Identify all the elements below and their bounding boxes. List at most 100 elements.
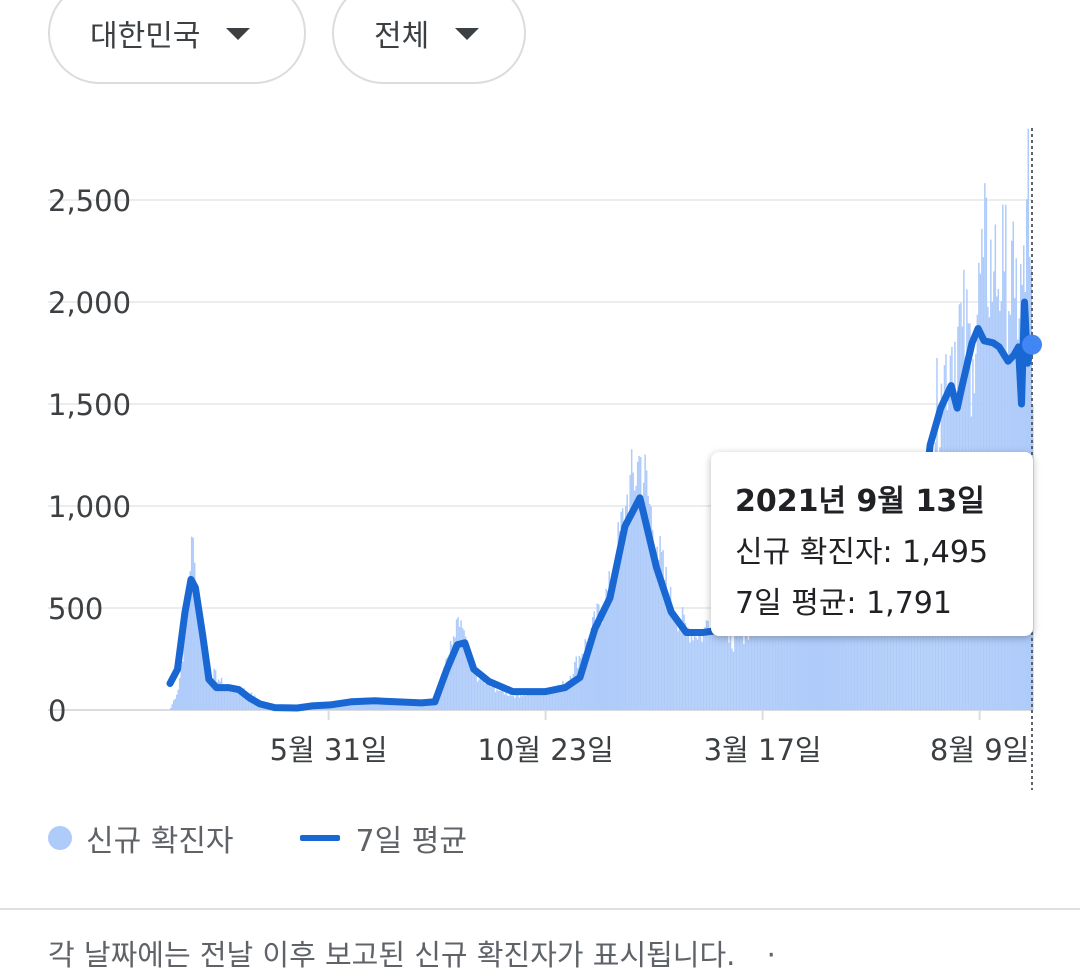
bar-new-cases <box>753 607 756 710</box>
bar-new-cases <box>560 684 563 710</box>
bar-new-cases <box>578 655 581 710</box>
bar-new-cases <box>398 703 401 710</box>
bar-new-cases <box>445 658 447 710</box>
bar-new-cases <box>526 692 528 710</box>
bar-new-cases <box>677 631 679 710</box>
bar-new-cases <box>809 567 811 710</box>
bar-new-cases <box>232 685 235 710</box>
bar-new-cases <box>608 571 610 710</box>
bar-new-cases <box>909 583 911 710</box>
more-dot-icon[interactable]: · <box>766 938 776 972</box>
bar-new-cases <box>589 642 591 710</box>
bar-new-cases <box>404 701 407 710</box>
bar-new-cases <box>750 628 753 710</box>
bar-new-cases <box>529 691 531 710</box>
bar-new-cases <box>765 624 768 710</box>
bar-new-cases <box>581 653 584 710</box>
bar-new-cases <box>862 575 865 710</box>
bar-new-cases <box>850 591 853 710</box>
bar-new-cases <box>714 617 717 710</box>
bar-new-cases <box>565 683 567 710</box>
bar-new-cases <box>572 674 575 710</box>
bar-new-cases <box>891 604 893 710</box>
bar-new-cases <box>687 627 690 710</box>
bar-new-cases <box>381 702 383 710</box>
bar-new-cases <box>240 689 242 710</box>
bar-new-cases <box>225 686 227 710</box>
bar-new-cases <box>458 626 461 710</box>
bar-new-cases <box>484 683 486 710</box>
bar-new-cases <box>580 658 582 710</box>
scope-filter-label: 전체 <box>374 19 430 54</box>
bar-new-cases <box>592 617 594 710</box>
bar-new-cases <box>548 692 551 710</box>
bar-new-cases <box>609 587 612 710</box>
bar-new-cases <box>463 630 465 710</box>
bar-new-cases <box>446 657 449 710</box>
bar-new-cases <box>788 595 790 710</box>
bar-new-cases <box>439 685 441 710</box>
bar-new-cases <box>659 536 661 710</box>
bar-new-cases <box>494 692 497 710</box>
bar-new-cases <box>430 701 432 710</box>
hover-point[interactable] <box>1022 334 1042 355</box>
bar-new-cases <box>728 642 730 710</box>
cases-chart[interactable]: 0 500 1,000 1,500 2,000 2,500 5월 31일 10월 23일 3월 … <box>0 0 1080 800</box>
bar-new-cases <box>511 696 513 710</box>
bar-new-cases <box>386 700 389 710</box>
bar-new-cases <box>674 620 676 710</box>
footnote-text: 각 날짜에는 전날 이후 보고된 신규 확진자가 표시됩니다. <box>48 938 736 972</box>
bar-new-cases <box>425 703 428 710</box>
bar-new-cases <box>346 702 349 710</box>
bar-new-cases <box>544 694 546 710</box>
bar-new-cases <box>615 573 618 710</box>
bar-new-cases <box>749 621 751 710</box>
bar-new-cases <box>476 681 479 710</box>
bar-new-cases <box>355 700 358 710</box>
bar-new-cases <box>449 641 452 710</box>
bar-new-cases <box>403 703 405 710</box>
bar-new-cases <box>244 692 247 710</box>
bar-new-cases <box>665 566 667 710</box>
bar-new-cases <box>743 644 745 710</box>
bar-new-cases <box>904 586 907 710</box>
bar-new-cases <box>984 183 986 710</box>
country-filter-dropdown[interactable]: 대한민국 <box>48 0 306 84</box>
bar-new-cases <box>684 622 687 710</box>
bar-new-cases <box>183 631 185 710</box>
bar-new-cases <box>491 683 494 710</box>
bar-new-cases <box>228 689 230 710</box>
bar-new-cases <box>693 631 696 710</box>
x-tick-label: 3월 17일 <box>704 733 822 767</box>
bar-new-cases <box>376 702 379 710</box>
y-tick-label: 1,000 <box>48 490 131 524</box>
bar-new-cases <box>732 651 735 710</box>
bar-new-cases <box>220 677 223 710</box>
bar-new-cases <box>195 587 197 710</box>
bar-new-cases <box>603 615 606 710</box>
bar-new-cases <box>418 703 420 710</box>
chart-legend: 신규 확진자 7일 평균 <box>48 816 467 860</box>
bar-new-cases <box>663 579 666 710</box>
bar-new-cases <box>170 707 172 710</box>
bar-new-cases <box>587 638 590 710</box>
bar-new-cases <box>906 585 908 710</box>
bar-new-cases <box>612 578 615 710</box>
bar-new-cases <box>755 617 757 710</box>
bar-new-cases <box>675 622 678 710</box>
bar-new-cases <box>653 557 655 710</box>
bar-new-cases <box>758 611 760 710</box>
bar-new-cases <box>389 702 392 710</box>
bar-new-cases <box>710 629 712 710</box>
bar-new-cases <box>506 695 509 710</box>
scope-filter-dropdown[interactable]: 전체 <box>332 0 526 84</box>
bar-new-cases <box>623 529 625 710</box>
bar-new-cases <box>885 584 887 710</box>
bar-new-cases <box>523 693 525 710</box>
bar-new-cases <box>828 577 830 710</box>
bar-new-cases <box>361 701 364 710</box>
bar-new-cases <box>791 588 793 710</box>
bar-new-cases <box>900 601 902 710</box>
bar-new-cases <box>512 695 515 710</box>
bar-new-cases <box>207 659 209 710</box>
